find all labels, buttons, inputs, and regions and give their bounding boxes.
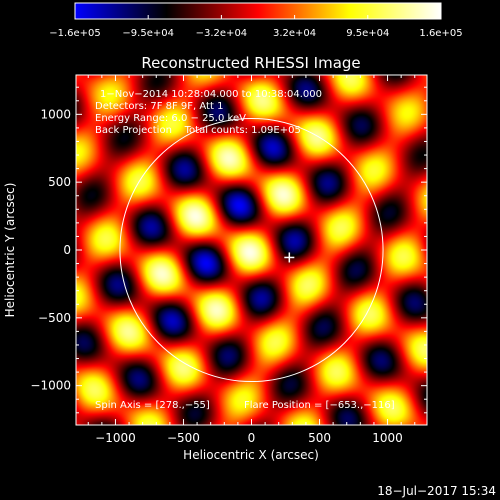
colorbar-tick-label: 3.2e+04 xyxy=(273,28,316,39)
colorbar-tick-label: −1.6e+05 xyxy=(49,28,101,39)
annotation-time-range: 1−Nov−2014 10:28:04.000 to 10:38:04.000 xyxy=(100,89,322,100)
x-tick-label: 1000 xyxy=(372,431,403,445)
colorbar-ticks: −1.6e+05 −9.5e+04 −3.2e+04 3.2e+04 9.5e+04 1.… xyxy=(49,15,463,39)
y-tick-label: 500 xyxy=(48,175,71,189)
colorbar-tick-label: 9.5e+04 xyxy=(346,28,389,39)
annotation-spin-axis: Spin Axis = [278.,−55] xyxy=(95,400,210,411)
annotation-flare-position: Flare Position = [−653.,−116] xyxy=(244,400,395,411)
x-tick-label: −500 xyxy=(167,431,200,445)
y-tick-label: −500 xyxy=(38,311,71,325)
timestamp: 18−Jul−2017 15:34 xyxy=(377,484,496,498)
y-tick-label: 0 xyxy=(63,243,71,257)
y-axis-label: Heliocentric Y (arcsec) xyxy=(3,183,17,318)
x-axis-label: Heliocentric X (arcsec) xyxy=(183,448,319,462)
annotation-energy-range: Energy Range: 6.0 − 25.0 keV xyxy=(95,113,246,124)
annotation-method-counts: Back Projection Total counts: 1.09E+05 xyxy=(95,125,301,136)
colorbar-tick-label: 1.6e+05 xyxy=(419,28,462,39)
chart-title: Reconstructed RHESSI Image xyxy=(141,54,360,72)
x-tick-label: 500 xyxy=(308,431,331,445)
colorbar-tick-label: −3.2e+04 xyxy=(196,28,248,39)
colorbar xyxy=(74,2,442,20)
axis-ticks: −1000 −500 0 500 1000 −1000 −500 0 500 1000 xyxy=(30,75,427,445)
y-tick-label: −1000 xyxy=(30,379,71,393)
annotation-detectors: Detectors: 7F 8F 9F, Att 1 xyxy=(95,101,223,112)
heatmap-image xyxy=(76,75,427,425)
x-tick-label: 0 xyxy=(248,431,256,445)
spin-axis-marker xyxy=(284,252,295,263)
solar-disk-outline xyxy=(119,117,384,383)
y-tick-label: 1000 xyxy=(40,107,71,121)
x-tick-label: −1000 xyxy=(95,431,136,445)
colorbar-tick-label: −9.5e+04 xyxy=(122,28,174,39)
